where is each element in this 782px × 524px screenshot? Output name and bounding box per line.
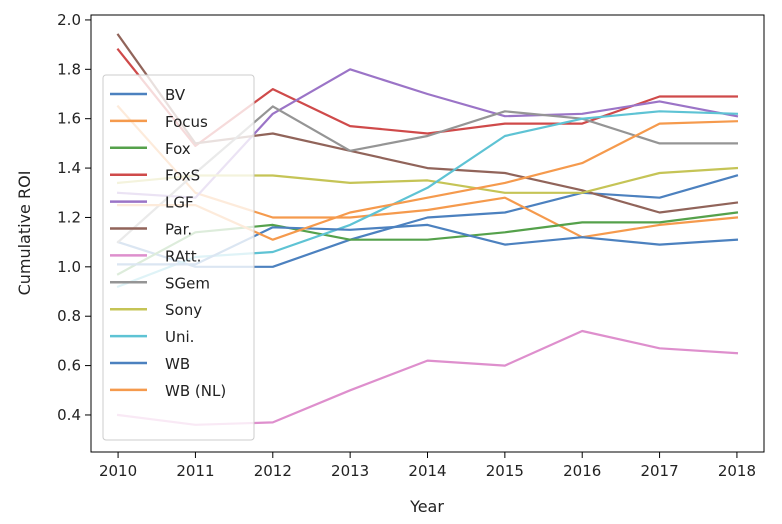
legend: BV Focus Fox FoxS LGF Par. RAtt. SGem Sony Uni. WB… [102, 74, 255, 441]
legend-label: RAtt. [165, 247, 201, 265]
legend-label: WB (NL) [165, 382, 226, 400]
legend-label: BV [165, 86, 186, 104]
x-axis-ticks: 2010 2011 2012 2013 2014 2015 2016 2017 2018 [99, 452, 756, 480]
y-axis-label: Cumulative ROI [15, 171, 34, 296]
x-axis-label: Year [409, 497, 444, 516]
y-tick-label: 1.4 [57, 159, 81, 177]
y-tick-label: 1.0 [57, 258, 81, 276]
y-tick-label: 0.4 [57, 406, 81, 424]
x-tick-label: 2017 [640, 462, 678, 480]
x-tick-label: 2012 [254, 462, 292, 480]
x-tick-label: 2018 [718, 462, 756, 480]
legend-items: BV Focus Fox FoxS LGF Par. RAtt. SGem Sony Uni. WB… [110, 86, 226, 400]
x-tick-label: 2011 [176, 462, 214, 480]
y-tick-label: 1.2 [57, 208, 81, 226]
legend-label: Par. [165, 221, 192, 239]
legend-label: Focus [165, 113, 208, 131]
x-tick-label: 2016 [563, 462, 601, 480]
y-tick-label: 1.8 [57, 60, 81, 78]
x-tick-label: 2013 [331, 462, 369, 480]
y-tick-label: 2.0 [57, 11, 81, 29]
legend-label: LGF [165, 194, 194, 212]
y-tick-label: 0.8 [57, 307, 81, 325]
y-axis-ticks: 0.4 0.6 0.8 1.0 1.2 1.4 1.6 1.8 2.0 [57, 11, 91, 424]
legend-label: SGem [165, 274, 210, 292]
legend-label: WB [165, 355, 190, 373]
legend-label: Sony [165, 301, 202, 319]
y-tick-label: 1.6 [57, 110, 81, 128]
legend-label: FoxS [165, 167, 200, 185]
y-tick-label: 0.6 [57, 357, 81, 375]
legend-label: Fox [165, 140, 191, 158]
legend-box [102, 74, 255, 441]
x-tick-label: 2015 [486, 462, 524, 480]
x-tick-label: 2014 [408, 462, 446, 480]
x-tick-label: 2010 [99, 462, 137, 480]
legend-label: Uni. [165, 328, 194, 346]
